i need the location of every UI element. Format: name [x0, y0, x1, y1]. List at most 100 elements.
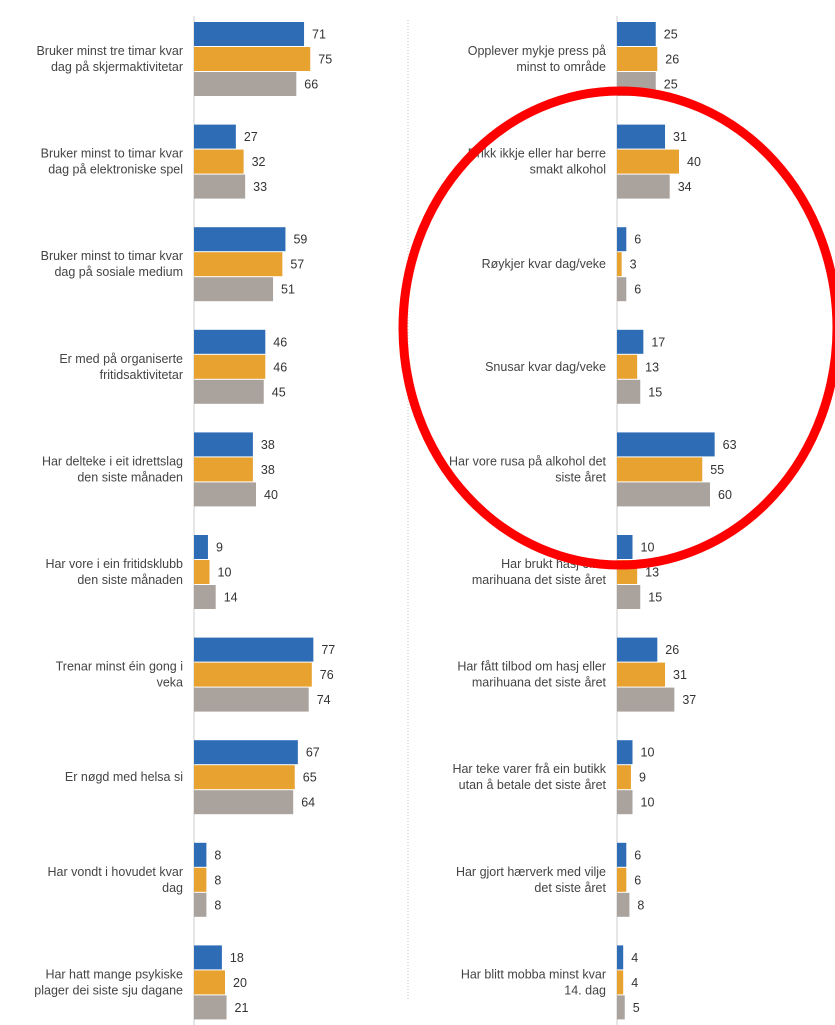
value-label: 37: [682, 693, 696, 707]
bar-gray: [617, 174, 670, 199]
category-label: Har vondt i hovudet kvar: [48, 865, 184, 879]
bar-gray: [617, 277, 627, 302]
value-label: 31: [673, 130, 687, 144]
bar-orange: [194, 765, 295, 790]
category-label: Opplever mykje press på: [468, 44, 606, 58]
category-label: Bruker minst to timar kvar: [41, 147, 183, 161]
value-label: 33: [253, 180, 267, 194]
value-label: 6: [634, 848, 641, 862]
bar-blue: [194, 945, 222, 970]
category-label: Bruker minst tre timar kvar: [36, 44, 183, 58]
bar-gray: [194, 379, 264, 404]
bar-blue: [617, 227, 627, 252]
bar-blue: [617, 842, 627, 867]
bar-orange: [617, 765, 631, 790]
value-label: 10: [641, 796, 655, 810]
value-label: 55: [710, 463, 724, 477]
value-label: 76: [320, 668, 334, 682]
category-label: dag på sosiale medium: [54, 265, 183, 279]
bar-orange: [617, 149, 679, 174]
bar-group: Snusar kvar dag/veke 17 13 15: [485, 329, 665, 404]
bar-gray: [617, 379, 641, 404]
category-label: plager dei siste sju dagane: [34, 983, 183, 997]
bar-blue: [617, 329, 644, 354]
bar-group: Er med på organiserte fritidsaktivitetar 4…: [59, 329, 287, 404]
value-label: 66: [304, 78, 318, 92]
category-label: Har fått tilbod om hasj eller: [457, 660, 606, 674]
bar-orange: [617, 252, 622, 277]
value-label: 4: [631, 951, 638, 965]
value-label: 15: [648, 385, 662, 399]
value-label: 4: [631, 976, 638, 990]
value-label: 6: [634, 233, 641, 247]
category-label: utan å betale det siste året: [459, 778, 607, 792]
bar-gray: [194, 687, 309, 712]
bar-gray: [617, 482, 710, 507]
bar-group: Har blitt mobba minst kvar 14. dag 4 4 5: [461, 945, 640, 1020]
bar-blue: [617, 535, 633, 559]
bar-gray: [617, 790, 633, 815]
value-label: 9: [216, 541, 223, 555]
category-label: veka: [157, 676, 183, 690]
value-label: 67: [306, 746, 320, 760]
bar-group: Har gjort hærverk med vilje det siste åre…: [456, 842, 644, 917]
category-label: Bruker minst to timar kvar: [41, 249, 183, 263]
bar-gray: [617, 995, 625, 1020]
bar-gray: [194, 892, 207, 917]
bar-blue: [194, 535, 208, 559]
value-label: 45: [272, 385, 286, 399]
value-label: 14: [224, 591, 238, 605]
bar-gray: [194, 482, 256, 507]
bar-orange: [194, 970, 225, 995]
bar-orange: [194, 662, 312, 687]
category-label: marihuana det siste året: [472, 676, 607, 690]
value-label: 60: [718, 488, 732, 502]
category-label: Snusar kvar dag/veke: [485, 360, 606, 374]
category-label: Har delteke i eit idrettslag: [42, 454, 183, 468]
chart-panel-2: Opplever mykje press på minst to område 25…: [449, 16, 737, 1025]
value-label: 59: [293, 233, 307, 247]
category-label: Har hatt mange psykiske: [45, 967, 183, 981]
bar-gray: [194, 585, 216, 609]
bar-gray: [617, 687, 675, 712]
bar-group: Røykjer kvar dag/veke 6 3 6: [482, 227, 641, 302]
chart-bars-layer: Bruker minst tre timar kvar dag på skjerm…: [34, 16, 737, 1025]
bar-group: Opplever mykje press på minst to område 25…: [468, 22, 679, 96]
bar-orange: [194, 149, 244, 174]
bar-blue: [617, 432, 715, 457]
bar-orange: [194, 457, 253, 482]
value-label: 17: [651, 335, 665, 349]
value-label: 77: [321, 643, 335, 657]
category-label: fritidsaktivitetar: [100, 368, 183, 382]
category-label: Drikk ikkje eller har berre: [468, 147, 606, 161]
category-label: den siste månaden: [77, 470, 183, 484]
value-label: 65: [303, 771, 317, 785]
bar-blue: [194, 22, 305, 46]
value-label: 21: [235, 1001, 249, 1015]
value-label: 13: [645, 566, 659, 580]
value-label: 8: [214, 848, 221, 862]
chart-panel-1: Bruker minst tre timar kvar dag på skjerm…: [34, 16, 335, 1025]
category-label: dag på skjermaktivitetar: [51, 60, 183, 74]
bar-blue: [617, 637, 658, 662]
bar-gray: [617, 585, 641, 609]
bar-blue: [194, 227, 286, 252]
value-label: 51: [281, 283, 295, 297]
bar-gray: [194, 277, 274, 302]
bar-gray: [194, 72, 297, 96]
bar-orange: [617, 867, 627, 892]
bar-blue: [194, 432, 253, 457]
bar-group: Trenar minst éin gong i veka 77 76 74: [56, 637, 335, 712]
value-label: 8: [637, 898, 644, 912]
category-label: Er med på organiserte: [59, 352, 183, 366]
bar-blue: [617, 740, 633, 765]
value-label: 27: [244, 130, 258, 144]
category-label: dag: [162, 881, 183, 895]
category-label: Trenar minst éin gong i: [56, 660, 183, 674]
value-label: 18: [230, 951, 244, 965]
bar-blue: [194, 637, 314, 662]
value-label: 13: [645, 360, 659, 374]
category-label: Har teke varer frå ein butikk: [452, 762, 606, 776]
category-label: Røykjer kvar dag/veke: [482, 257, 606, 271]
bar-group: Har vondt i hovudet kvar dag 8 8 8: [48, 842, 221, 917]
